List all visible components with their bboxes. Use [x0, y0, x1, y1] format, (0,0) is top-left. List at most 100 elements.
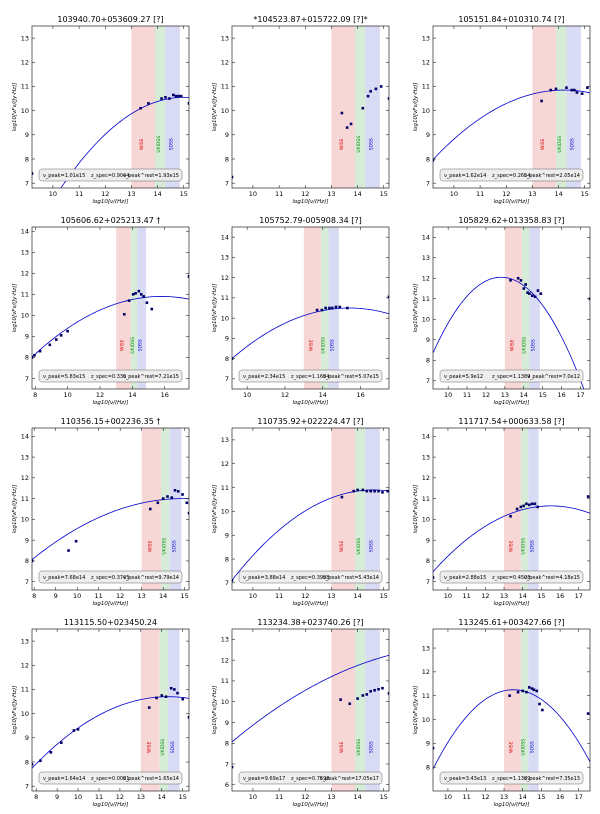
y-tick-label: 9	[426, 131, 430, 139]
x-tick-label: 12	[301, 190, 309, 198]
data-point	[570, 88, 573, 92]
data-point	[339, 698, 342, 701]
data-point	[160, 694, 164, 697]
x-tick-label: 15	[380, 592, 388, 600]
data-point	[127, 299, 131, 302]
data-point	[509, 279, 512, 282]
data-point	[232, 765, 234, 769]
data-point	[369, 690, 372, 693]
y-tick-label: 10	[221, 107, 229, 115]
y-tick-label: 8	[225, 740, 229, 748]
data-point	[338, 305, 342, 309]
sdss-band	[165, 26, 180, 188]
sed-panel: 113245.61+003427.66 [?] WISE UKIDSS SDSS 10 1…	[413, 618, 591, 808]
data-point	[377, 687, 380, 691]
y-tick-label: 13	[21, 34, 29, 42]
y-tick-label: 11	[422, 692, 430, 700]
plot-area: WISE UKIDSS SDSS	[32, 26, 189, 188]
data-point	[528, 292, 531, 295]
plot-area: WISE UKIDSS SDSS	[232, 227, 389, 389]
x-tick-label: 10	[73, 592, 81, 600]
y-tick-label: 7	[225, 179, 229, 187]
panel-title: 103940.70+053609.27 [?]	[57, 15, 163, 24]
data-point	[530, 502, 534, 506]
y-tick-label: 12	[21, 474, 29, 482]
y-tick-label: 13	[21, 637, 29, 645]
y-tick-label: 9	[426, 740, 430, 748]
data-point	[161, 497, 165, 500]
panel-title: 113115.50+023450.24	[64, 618, 157, 627]
x-tick-label: 11	[275, 793, 283, 801]
x-tick-label: 14	[158, 793, 166, 801]
x-tick-label: 11	[75, 190, 83, 198]
z-spec-text: z_spec=0.3745	[91, 575, 129, 581]
x-axis-label: log10[ν/(Hz)]	[93, 199, 129, 205]
data-point	[39, 759, 42, 763]
ukidss-band	[130, 227, 138, 389]
z-spec-text: z_spec=0.0081	[91, 776, 129, 782]
x-axis-label: log10[ν/(Hz)]	[93, 802, 129, 808]
x-tick-label: 13	[500, 793, 508, 801]
x-axis-label: log10[ν/(Hz)]	[494, 802, 530, 808]
y-tick-label: 9	[25, 333, 29, 341]
ukidss-band-label: UKIDSS	[356, 538, 362, 555]
plot-frame	[231, 226, 390, 390]
fit-curve	[232, 307, 389, 359]
y-tick-label: 13	[422, 453, 430, 461]
data-point	[515, 507, 519, 511]
data-point	[538, 702, 541, 706]
data-point	[522, 287, 526, 290]
x-tick-label: 10	[450, 190, 458, 198]
data-point	[176, 490, 180, 493]
data-point	[536, 289, 540, 292]
data-point	[340, 495, 344, 499]
wise-band-label: WISE	[147, 540, 153, 552]
data-point	[38, 349, 42, 353]
sdss-band-label: SDSS	[172, 540, 178, 552]
wise-band-label: WISE	[339, 540, 345, 552]
x-tick-label: 14	[519, 793, 527, 801]
data-point	[521, 689, 525, 693]
plot-frame	[31, 25, 190, 189]
data-point	[76, 728, 80, 731]
y-tick-label: 12	[422, 275, 430, 283]
y-tick-label: 11	[221, 484, 229, 492]
data-point	[522, 504, 525, 508]
data-point	[526, 291, 529, 294]
sdss-band	[328, 227, 339, 389]
y-axis-label: log10[νFν/(Jy·Hz)]	[212, 485, 218, 534]
x-tick-label: 10	[444, 592, 452, 600]
data-point	[366, 94, 370, 98]
x-tick-label: 9	[54, 592, 58, 600]
data-point	[361, 694, 365, 697]
data-point	[320, 308, 324, 312]
wise-band-label: WISE	[540, 138, 546, 150]
x-tick-label: 10	[249, 793, 257, 801]
sdss-band-label: SDSS	[170, 741, 176, 753]
wise-band	[331, 629, 355, 791]
sdss-band-label: SDSS	[330, 339, 336, 351]
x-axis-label: log10[ν/(Hz)]	[494, 199, 530, 205]
y-tick-label: 9	[25, 734, 29, 742]
data-point	[166, 495, 169, 498]
data-point	[147, 706, 151, 709]
nu-rest-text: ν_peak^rest=9.79e14	[123, 575, 179, 581]
y-tick-label: 11	[221, 677, 229, 685]
data-point	[533, 502, 537, 506]
x-tick-label: 11	[275, 190, 283, 198]
x-tick-label: 12	[481, 793, 489, 801]
plot-area: WISE UKIDSS SDSS	[433, 227, 590, 389]
x-tick-label: 15	[179, 793, 187, 801]
z-spec-text: z_spec=1.1684	[291, 374, 329, 380]
info-box	[38, 369, 183, 383]
data-point	[433, 746, 435, 750]
wise-band	[532, 26, 556, 188]
plot-area: WISE UKIDSS SDSS	[232, 26, 389, 188]
y-tick-label: 12	[21, 59, 29, 67]
data-point	[139, 106, 142, 110]
ukidss-band-label: UKIDSS	[557, 136, 563, 153]
y-tick-label: 14	[21, 228, 29, 236]
ukidss-band	[520, 629, 529, 791]
data-point	[369, 89, 372, 93]
